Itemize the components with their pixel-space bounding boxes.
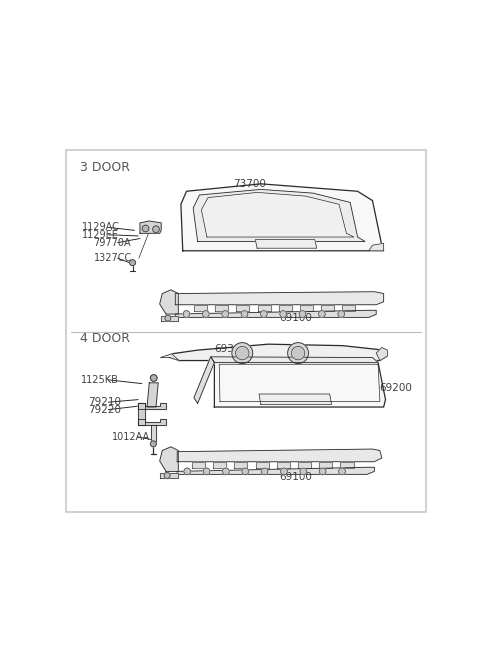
Polygon shape [376, 348, 387, 360]
Polygon shape [160, 354, 179, 360]
Polygon shape [215, 305, 228, 311]
Polygon shape [175, 291, 384, 305]
Text: 3 DOOR: 3 DOOR [81, 160, 131, 174]
Text: 79220: 79220 [88, 405, 121, 415]
Circle shape [153, 226, 159, 233]
Circle shape [150, 375, 157, 381]
Polygon shape [234, 462, 248, 468]
Circle shape [164, 472, 170, 478]
Text: 79210: 79210 [88, 397, 121, 407]
Circle shape [261, 310, 267, 318]
Circle shape [232, 343, 252, 364]
Polygon shape [211, 357, 378, 362]
Polygon shape [147, 383, 158, 407]
Circle shape [223, 468, 229, 475]
Polygon shape [160, 473, 178, 478]
Polygon shape [175, 310, 376, 318]
Polygon shape [279, 305, 292, 311]
Polygon shape [160, 447, 178, 472]
Circle shape [183, 310, 190, 318]
Text: 69301: 69301 [215, 345, 247, 354]
Polygon shape [194, 305, 207, 311]
Circle shape [299, 310, 306, 318]
Polygon shape [215, 362, 385, 407]
Polygon shape [255, 240, 317, 248]
Text: 1129AC: 1129AC [83, 222, 120, 233]
Text: 69200: 69200 [379, 383, 412, 394]
Text: 73700: 73700 [233, 179, 266, 189]
Circle shape [241, 310, 248, 318]
Circle shape [338, 468, 345, 475]
Circle shape [291, 346, 305, 360]
Circle shape [288, 343, 309, 364]
Circle shape [261, 468, 268, 475]
Text: 1129EE: 1129EE [83, 230, 119, 240]
Text: 69100: 69100 [279, 472, 312, 481]
Polygon shape [202, 193, 354, 237]
Circle shape [242, 468, 249, 475]
Circle shape [203, 468, 210, 475]
Text: 1125KB: 1125KB [81, 375, 119, 385]
Circle shape [319, 310, 325, 318]
Polygon shape [160, 290, 178, 314]
Text: 1012AA: 1012AA [112, 432, 150, 441]
Polygon shape [140, 221, 161, 233]
Polygon shape [340, 462, 353, 468]
Polygon shape [177, 449, 382, 462]
Polygon shape [177, 467, 374, 474]
Polygon shape [192, 462, 205, 468]
Circle shape [165, 315, 171, 321]
Polygon shape [342, 305, 355, 311]
Circle shape [130, 260, 135, 266]
Polygon shape [138, 419, 166, 424]
Circle shape [281, 468, 288, 475]
Circle shape [300, 468, 307, 475]
Polygon shape [193, 189, 365, 242]
Circle shape [280, 310, 287, 318]
Polygon shape [213, 462, 226, 468]
Text: 79770A: 79770A [94, 238, 131, 248]
Polygon shape [236, 305, 249, 311]
Text: 69100: 69100 [279, 312, 312, 323]
Polygon shape [194, 357, 215, 403]
Polygon shape [151, 424, 156, 442]
Polygon shape [161, 316, 178, 321]
Polygon shape [170, 344, 387, 360]
Polygon shape [258, 305, 271, 311]
Circle shape [222, 310, 228, 318]
Polygon shape [138, 403, 166, 409]
Circle shape [338, 310, 345, 318]
Polygon shape [321, 305, 334, 311]
Circle shape [150, 441, 156, 447]
Polygon shape [277, 462, 290, 468]
Circle shape [203, 310, 209, 318]
Polygon shape [300, 305, 313, 311]
Circle shape [319, 468, 326, 475]
Polygon shape [319, 462, 332, 468]
Polygon shape [256, 462, 269, 468]
Text: 1327CC: 1327CC [94, 253, 132, 263]
Polygon shape [298, 462, 311, 468]
Circle shape [236, 346, 249, 360]
Text: 4 DOOR: 4 DOOR [81, 333, 131, 345]
Polygon shape [259, 394, 332, 404]
Polygon shape [181, 184, 384, 251]
Circle shape [184, 468, 191, 475]
Polygon shape [138, 403, 145, 424]
Polygon shape [369, 244, 384, 251]
Circle shape [142, 225, 149, 232]
